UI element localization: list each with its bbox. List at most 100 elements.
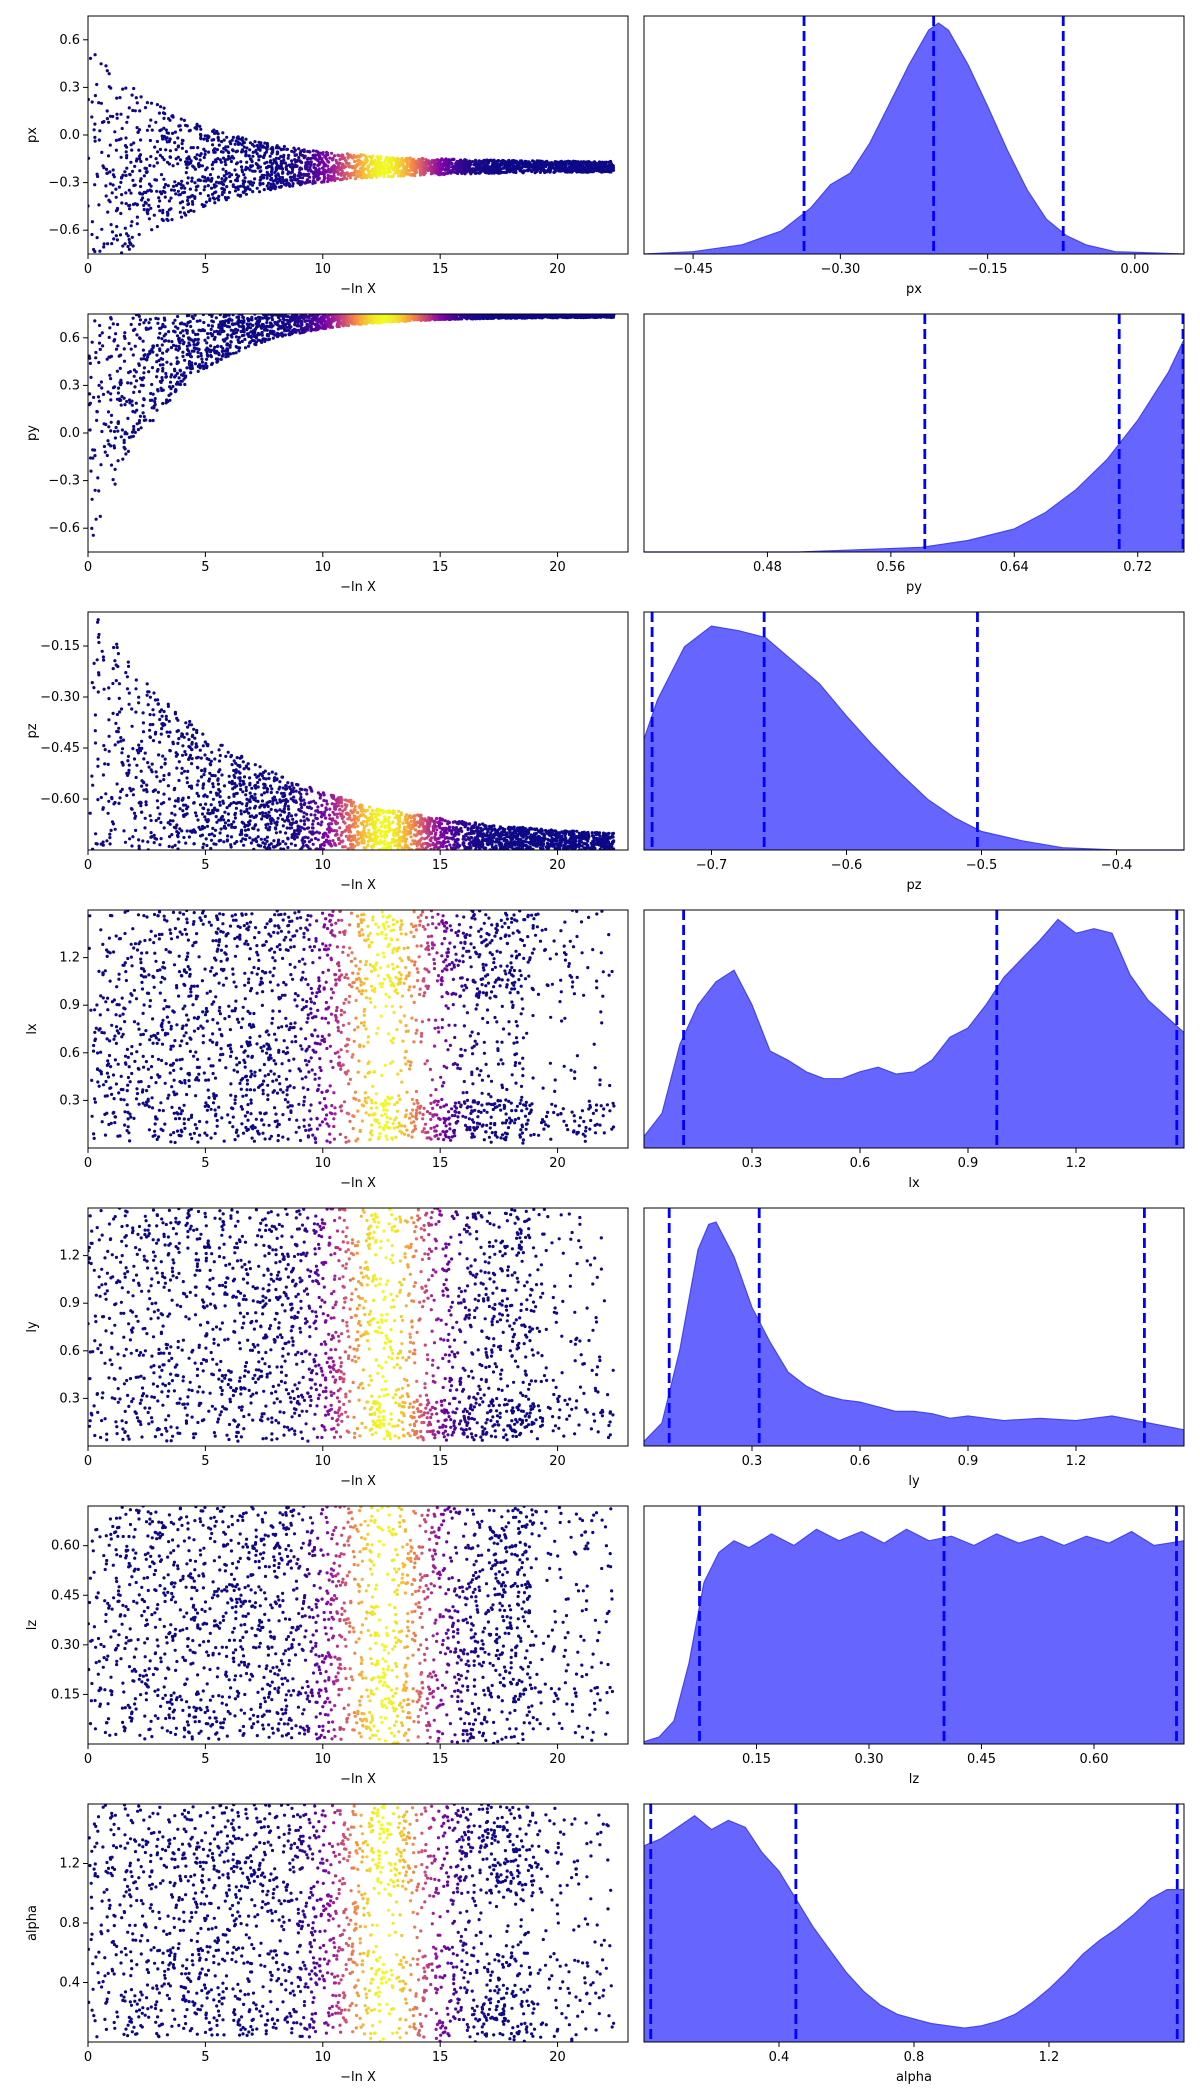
trace-point — [171, 384, 175, 389]
trace-point — [392, 172, 396, 176]
trace-point — [236, 185, 240, 189]
trace-point — [264, 166, 269, 170]
trace-point — [90, 100, 94, 104]
trace-point — [155, 353, 159, 357]
x-tick-label: −0.30 — [820, 262, 860, 277]
trace-point — [97, 138, 101, 142]
trace-point — [290, 162, 294, 166]
trace-point — [184, 150, 188, 154]
trace-point — [558, 163, 562, 167]
trace-point — [135, 126, 139, 130]
trace-point — [272, 330, 276, 334]
trace-point — [343, 158, 348, 163]
trace-point — [130, 169, 135, 173]
trace-point — [305, 164, 309, 169]
trace-point — [609, 170, 613, 174]
trace-point — [131, 108, 135, 113]
trace-point — [96, 263, 99, 266]
trace-point — [220, 327, 224, 331]
trace-point — [312, 170, 316, 174]
trace-point — [306, 328, 310, 332]
trace-point — [168, 398, 172, 402]
trace-point — [508, 167, 512, 171]
trace-point — [160, 376, 164, 380]
trace-point — [365, 176, 369, 180]
trace-point — [107, 120, 111, 124]
trace-point — [244, 152, 248, 157]
trace-point — [104, 184, 108, 188]
trace-point — [164, 182, 168, 187]
trace-point — [134, 96, 138, 100]
trace-point — [92, 128, 96, 132]
trace-point — [129, 381, 133, 385]
trace-point — [394, 318, 398, 322]
trace-point — [167, 208, 171, 212]
trace-point — [206, 323, 211, 327]
trace-point — [272, 184, 276, 188]
trace-point — [289, 175, 294, 179]
trace-point — [565, 169, 569, 173]
trace-point — [239, 165, 244, 169]
trace-point — [95, 172, 99, 176]
y-tick-label: 0.3 — [59, 80, 80, 95]
trace-point — [281, 178, 285, 182]
trace-point — [89, 469, 93, 473]
trace-point — [88, 56, 93, 61]
trace-point — [108, 182, 112, 186]
trace-point — [95, 82, 99, 87]
trace-point — [220, 330, 224, 334]
trace-point — [126, 115, 130, 119]
trace-point — [227, 325, 231, 329]
trace-point — [268, 331, 272, 335]
trace-point — [139, 357, 143, 361]
trace-point — [182, 118, 186, 122]
trace-point — [299, 149, 303, 153]
trace-point — [442, 172, 446, 176]
trace-point — [214, 316, 218, 320]
trace-point — [185, 124, 189, 128]
trace-point — [169, 346, 173, 350]
trace-point — [174, 344, 178, 348]
trace-point — [182, 371, 186, 375]
trace-point — [212, 183, 216, 187]
trace-point — [229, 179, 233, 184]
trace-point — [170, 340, 174, 344]
trace-point — [108, 373, 112, 377]
trace-point — [147, 203, 151, 207]
trace-point — [380, 320, 385, 324]
trace-point — [316, 150, 320, 154]
trace-point — [450, 165, 454, 169]
trace-point — [268, 324, 272, 328]
trace-point — [331, 156, 335, 160]
trace-point — [484, 167, 488, 171]
trace-point — [202, 364, 206, 368]
trace-point — [135, 215, 139, 219]
trace-point — [101, 344, 105, 348]
trace-point — [246, 324, 250, 328]
trace-point — [161, 401, 165, 406]
trace-point — [292, 150, 296, 154]
trace-point — [355, 164, 359, 168]
trace-point — [126, 381, 130, 385]
trace-point — [116, 344, 120, 348]
trace-point — [127, 247, 131, 251]
trace-point — [184, 374, 188, 378]
trace-point — [231, 314, 235, 317]
trace-point — [98, 323, 102, 328]
trace-point — [334, 167, 338, 171]
trace-point — [234, 351, 238, 355]
trace-point — [280, 334, 285, 338]
trace-point — [192, 209, 196, 213]
trace-point — [154, 120, 158, 124]
trace-point — [601, 161, 606, 165]
trace-point — [219, 357, 223, 361]
trace-point — [165, 360, 169, 364]
trace-point — [138, 414, 142, 418]
trace-point — [211, 143, 215, 147]
trace-point — [178, 158, 183, 162]
trace-point — [609, 161, 613, 166]
trace-point — [217, 353, 221, 357]
trace-point — [129, 191, 133, 195]
trace-point — [506, 163, 510, 167]
trace-point — [293, 163, 297, 167]
